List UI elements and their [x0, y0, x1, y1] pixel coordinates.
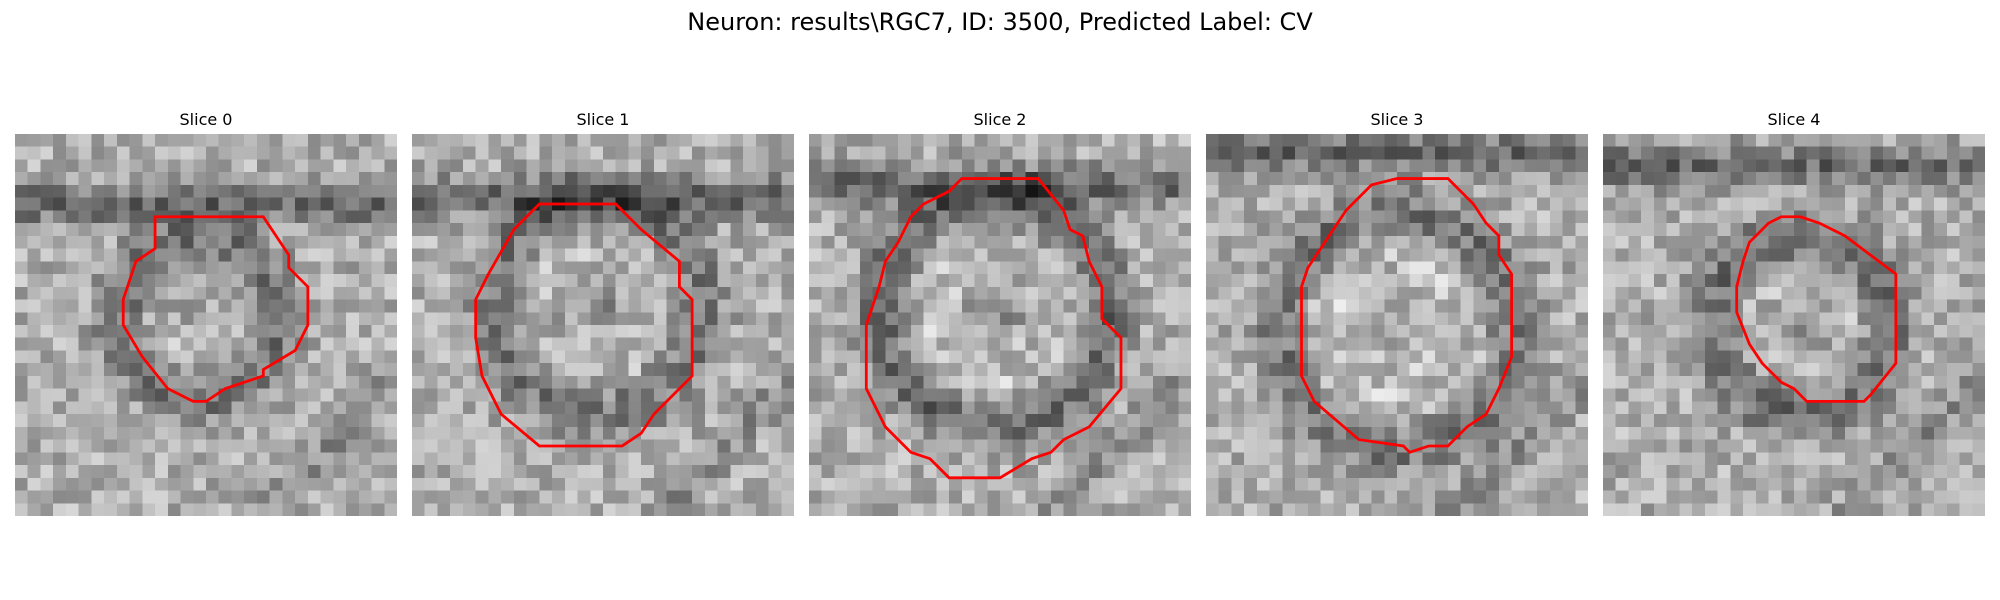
figure-title: Neuron: results\RGC7, ID: 3500, Predicte… [687, 8, 1313, 36]
contour-outline-0 [121, 215, 310, 403]
contour-outline-4 [1735, 215, 1898, 403]
slice-title-2: Slice 2 [973, 110, 1027, 129]
slice-image-0 [15, 134, 397, 516]
contour-outline-2 [864, 177, 1123, 480]
slice-title-3: Slice 3 [1370, 110, 1424, 129]
slice-title-1: Slice 1 [576, 110, 630, 129]
slice-image-1 [412, 134, 794, 516]
slice-title-0: Slice 0 [179, 110, 233, 129]
slice-image-2 [809, 134, 1191, 516]
slice-image-4 [1603, 134, 1985, 516]
slice-title-4: Slice 4 [1767, 110, 1821, 129]
contour-outline-3 [1300, 177, 1514, 454]
slice-image-3 [1206, 134, 1588, 516]
contour-outline-1 [474, 202, 694, 448]
